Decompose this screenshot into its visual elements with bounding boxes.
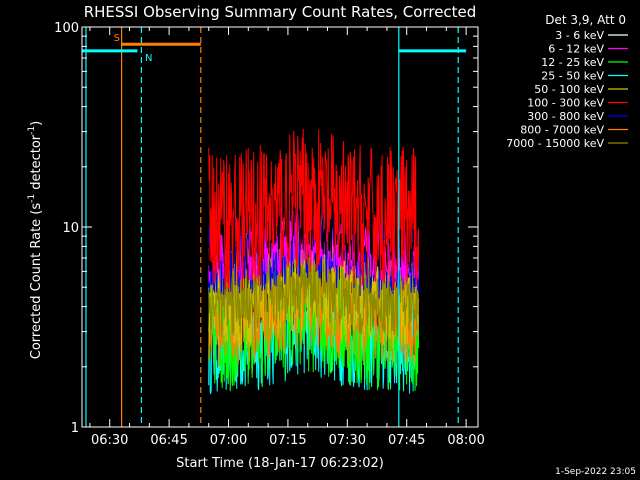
legend-label: 7000 - 15000 keV [506,137,604,150]
legend-label: 12 - 25 keV [541,56,604,69]
legend-label: 3 - 6 keV [555,29,604,42]
y-axis-label: Corrected Count Rate (s-1 detector-1) [27,121,44,359]
legend-label: 25 - 50 keV [541,70,604,83]
axes-layer: 06:30 06:45 07:00 07:15 07:30 07:45 08:00 1 10 10… [54,21,485,448]
timestamp: 1-Sep-2022 23:05 [555,467,636,477]
legend-label: 100 - 300 keV [527,97,604,110]
y-axis-label-sup2: -1 [27,126,37,135]
y-tick-label: 1 [71,421,79,436]
y-axis-label-end: ) [29,121,44,126]
chart-title: RHESSI Observing Summary Count Rates, Co… [84,3,477,21]
legend-label: 50 - 100 keV [534,83,604,96]
y-axis-label-main: Corrected Count Rate (s [29,203,44,360]
x-tick-label: 06:45 [150,433,187,448]
x-tick-label: 07:45 [388,433,425,448]
x-tick-label: 07:00 [210,433,247,448]
legend-label: 800 - 7000 keV [520,124,604,137]
legend-header: Det 3,9, Att 0 [545,13,626,27]
flag-label: S [114,33,120,44]
flags-layer: SN [82,27,467,427]
x-tick-label: 07:15 [269,433,306,448]
x-axis-label: Start Time (18-Jan-17 06:23:02) [176,456,384,471]
y-tick-label: 10 [62,221,79,236]
y-axis-label-mid: detector [29,134,44,194]
x-tick-label: 08:00 [447,433,484,448]
x-tick-label: 07:30 [329,433,366,448]
y-axis-label-sup1: -1 [27,194,37,203]
legend-label: 6 - 12 keV [548,43,604,56]
flag-label: N [145,53,152,64]
series-line [208,128,420,291]
x-tick-label: 06:30 [91,433,128,448]
legend-label: 300 - 800 keV [527,110,604,123]
series-layer [208,128,420,394]
y-tick-label: 100 [54,21,79,36]
